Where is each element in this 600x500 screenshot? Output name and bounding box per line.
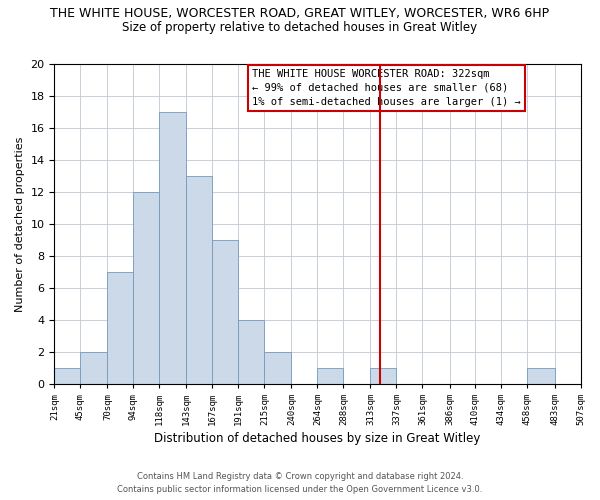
Y-axis label: Number of detached properties: Number of detached properties bbox=[15, 136, 25, 312]
Bar bbox=[317, 368, 343, 384]
Bar bbox=[527, 368, 554, 384]
Text: THE WHITE HOUSE, WORCESTER ROAD, GREAT WITLEY, WORCESTER, WR6 6HP: THE WHITE HOUSE, WORCESTER ROAD, GREAT W… bbox=[50, 8, 550, 20]
Bar bbox=[370, 368, 397, 384]
Bar bbox=[160, 112, 187, 384]
Bar bbox=[55, 368, 80, 384]
Bar bbox=[107, 272, 133, 384]
Bar bbox=[80, 352, 107, 384]
X-axis label: Distribution of detached houses by size in Great Witley: Distribution of detached houses by size … bbox=[154, 432, 481, 445]
Text: THE WHITE HOUSE WORCESTER ROAD: 322sqm
← 99% of detached houses are smaller (68): THE WHITE HOUSE WORCESTER ROAD: 322sqm ←… bbox=[251, 69, 520, 107]
Text: Size of property relative to detached houses in Great Witley: Size of property relative to detached ho… bbox=[122, 21, 478, 34]
Bar bbox=[133, 192, 160, 384]
Bar bbox=[581, 368, 600, 384]
Bar bbox=[212, 240, 238, 384]
Bar bbox=[238, 320, 265, 384]
Bar bbox=[187, 176, 212, 384]
Bar bbox=[265, 352, 292, 384]
Text: Contains HM Land Registry data © Crown copyright and database right 2024.
Contai: Contains HM Land Registry data © Crown c… bbox=[118, 472, 482, 494]
